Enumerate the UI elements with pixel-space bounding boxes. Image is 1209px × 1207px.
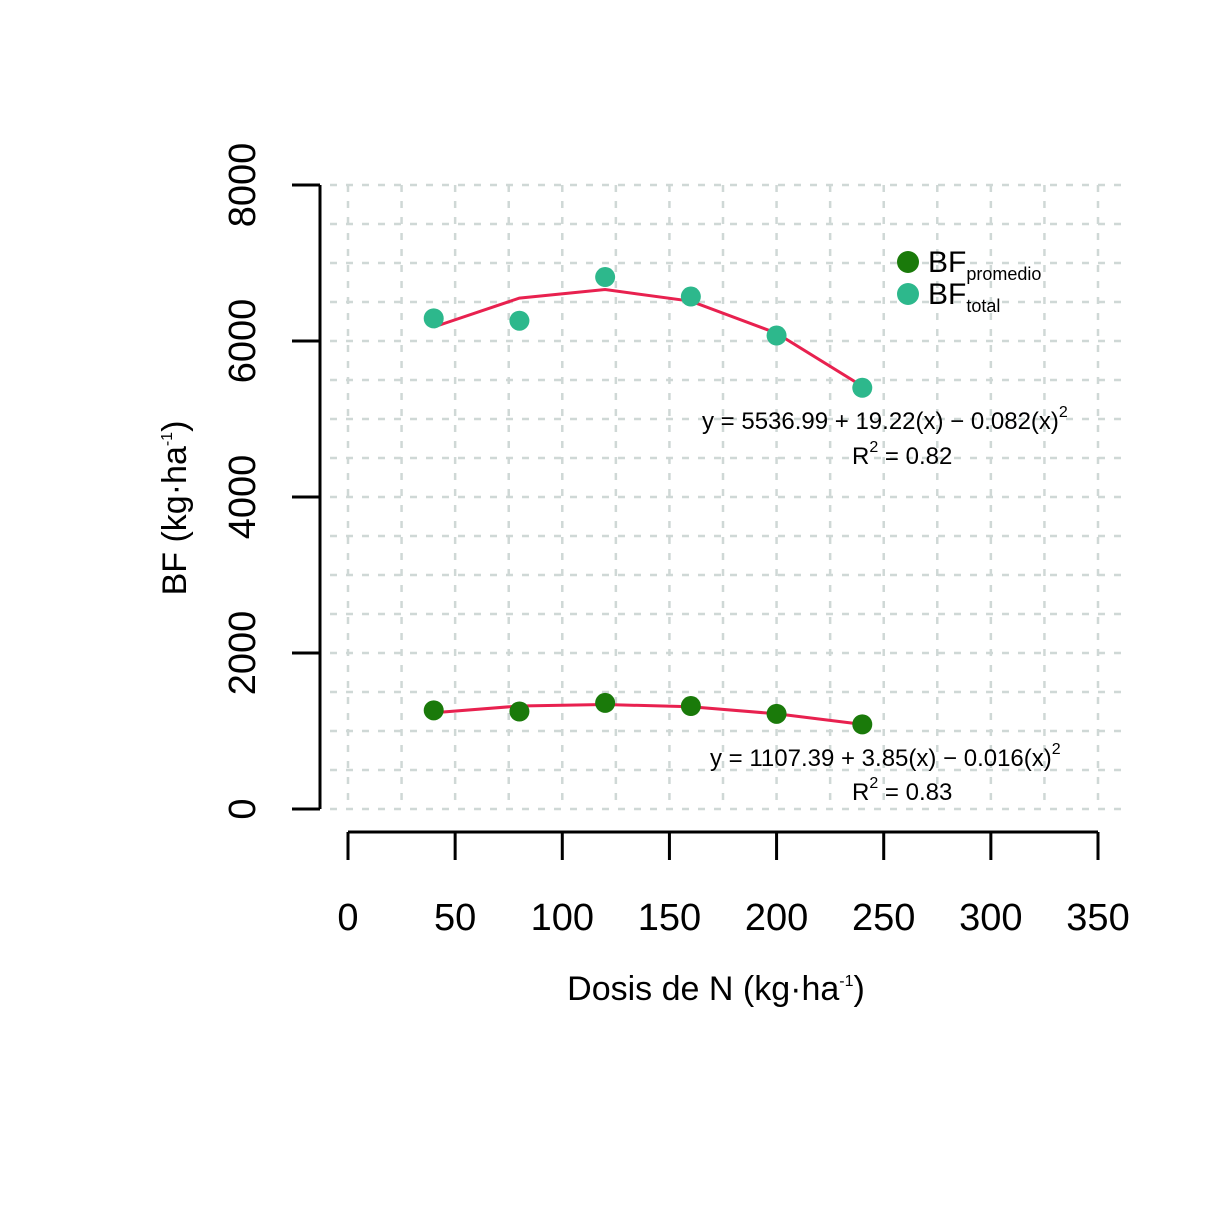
legend-marker-promedio	[897, 251, 919, 273]
y-tick-label: 0	[222, 798, 264, 819]
data-points	[423, 267, 873, 735]
equation-total-r2: R2 = 0.82	[852, 439, 952, 470]
y-axis: 0 2000 4000 6000 8000	[222, 143, 322, 820]
fit-lines	[433, 287, 864, 726]
data-point-total	[595, 267, 616, 288]
fit-line-promedio	[433, 702, 863, 726]
legend-label-promedio: BFpromedio	[928, 246, 1041, 284]
x-tick-label: 50	[434, 897, 476, 939]
data-point-promedio	[680, 696, 701, 717]
data-point-promedio	[423, 700, 444, 721]
y-tick-label: 6000	[222, 299, 264, 384]
legend-label-total: BFtotal	[928, 278, 1000, 316]
y-tick-label: 2000	[222, 611, 264, 696]
x-axis: 0 50 100 150 200 250 300 350	[337, 830, 1130, 939]
grid	[330, 183, 1130, 811]
x-axis-title: Dosis de N (kg·ha-1)	[567, 970, 865, 1008]
x-tick-label: 350	[1066, 897, 1129, 939]
y-tick-label: 4000	[222, 455, 264, 540]
x-tick-label: 150	[638, 897, 701, 939]
data-point-total	[852, 377, 873, 398]
fit-line-total	[433, 287, 864, 388]
equation-promedio-formula: y = 1107.39 + 3.85(x) − 0.016(x)2	[710, 741, 1061, 772]
x-tick-label: 250	[852, 897, 915, 939]
x-tick-label: 100	[531, 897, 594, 939]
data-point-promedio	[766, 703, 787, 724]
data-point-total	[423, 308, 444, 329]
x-tick-label: 0	[337, 897, 358, 939]
data-point-promedio	[852, 714, 873, 735]
legend: BFpromedio BFtotal	[897, 246, 1041, 316]
data-point-total	[509, 310, 530, 331]
y-axis-title: BF (kg·ha-1)	[156, 421, 194, 596]
y-tick-label: 8000	[222, 143, 264, 228]
data-point-total	[766, 325, 787, 346]
equation-total-formula: y = 5536.99 + 19.22(x) − 0.082(x)2	[702, 404, 1068, 435]
data-point-total	[680, 286, 701, 307]
x-tick-label: 200	[745, 897, 808, 939]
x-tick-label: 300	[959, 897, 1022, 939]
equation-promedio-r2: R2 = 0.83	[852, 775, 952, 806]
equation-total: y = 5536.99 + 19.22(x) − 0.082(x)2 R2 = …	[702, 404, 1068, 470]
equation-promedio: y = 1107.39 + 3.85(x) − 0.016(x)2 R2 = 0…	[710, 741, 1061, 806]
data-point-promedio	[509, 701, 530, 722]
legend-marker-total	[897, 283, 919, 305]
data-point-promedio	[595, 692, 616, 713]
